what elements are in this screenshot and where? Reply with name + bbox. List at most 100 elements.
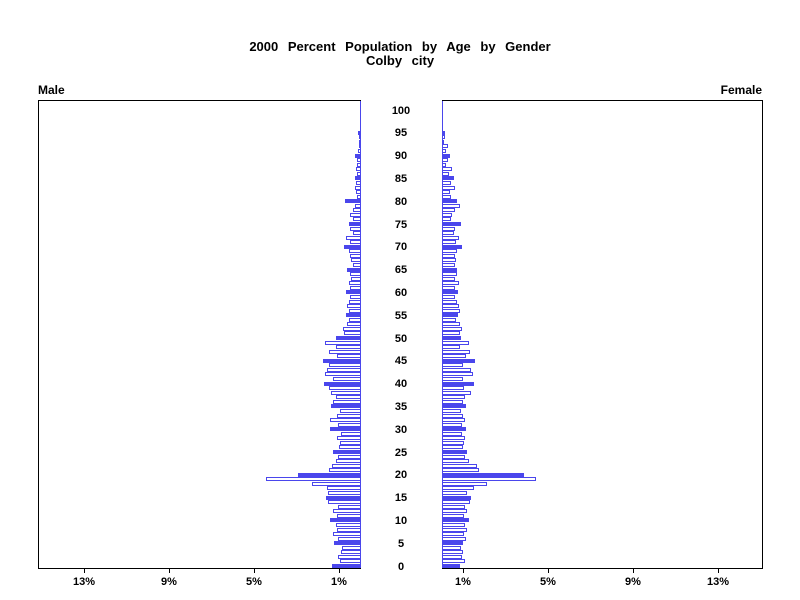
male-percent-tick-label-5: 5% <box>246 576 262 588</box>
female-bar-age-64 <box>442 272 457 276</box>
female-bar-age-80 <box>442 199 457 203</box>
male-bar-age-33 <box>337 414 361 418</box>
male-bar-age-79 <box>355 204 361 208</box>
female-bar-age-50 <box>442 336 461 340</box>
female-bar-age-49 <box>442 341 469 345</box>
female-bar-age-36 <box>442 400 463 404</box>
female-bar-age-86 <box>442 172 449 176</box>
female-bar-age-23 <box>442 459 469 463</box>
female-bar-age-65 <box>442 268 457 272</box>
male-bar-age-86 <box>357 172 361 176</box>
female-bar-age-35 <box>442 404 466 408</box>
female-bar-age-5 <box>442 541 463 545</box>
age-tick-label-80: 80 <box>394 195 408 208</box>
male-bar-age-50 <box>336 336 361 340</box>
age-tick-label-20: 20 <box>394 469 408 482</box>
female-bar-age-24 <box>442 455 465 459</box>
female-bar-age-70 <box>442 245 462 249</box>
male-bar-age-94 <box>359 135 361 139</box>
male-bar-age-42 <box>325 372 361 376</box>
male-bar-age-58 <box>349 300 361 304</box>
female-bar-age-78 <box>442 208 455 212</box>
female-bar-age-25 <box>442 450 467 454</box>
female-bar-age-20 <box>442 473 524 477</box>
female-percent-tick-label-9: 9% <box>625 576 641 588</box>
age-tick-label-90: 90 <box>394 150 408 163</box>
male-bar-age-68 <box>350 254 361 258</box>
male-bar-age-8 <box>337 528 361 532</box>
female-bar-age-29 <box>442 432 462 436</box>
female-bar-age-74 <box>442 227 455 231</box>
male-bar-age-13 <box>338 505 361 509</box>
female-bar-age-68 <box>442 254 455 258</box>
female-percent-tick-1 <box>463 568 464 573</box>
female-bar-age-27 <box>442 441 464 445</box>
age-tick-label-30: 30 <box>394 423 408 436</box>
male-bar-age-100 <box>360 108 361 112</box>
male-bar-age-93 <box>359 140 361 144</box>
female-bar-age-56 <box>442 309 460 313</box>
male-bar-age-25 <box>333 450 361 454</box>
male-bar-age-57 <box>347 304 361 308</box>
male-bar-age-15 <box>326 496 361 500</box>
male-bar-age-39 <box>329 386 361 390</box>
male-bar-age-22 <box>332 464 361 468</box>
female-percent-tick-label-5: 5% <box>540 576 556 588</box>
male-bar-age-55 <box>346 313 361 317</box>
male-bar-age-87 <box>356 167 361 171</box>
age-tick-label-95: 95 <box>394 127 408 140</box>
age-tick-label-45: 45 <box>394 355 408 368</box>
male-bar-age-60 <box>346 290 361 294</box>
female-bar-age-93 <box>442 140 444 144</box>
male-bar-age-45 <box>323 359 361 363</box>
male-bar-age-95 <box>358 131 361 135</box>
female-bar-age-60 <box>442 290 458 294</box>
male-bar-age-51 <box>344 331 361 335</box>
male-bar-age-83 <box>355 186 361 190</box>
female-bar-age-16 <box>442 491 467 495</box>
chart-title-line2: Colby city <box>365 53 435 68</box>
male-bar-age-11 <box>337 514 361 518</box>
female-bar-age-79 <box>442 204 460 208</box>
male-bar-age-91 <box>358 149 361 153</box>
male-percent-tick-5 <box>254 568 255 573</box>
male-bar-age-76 <box>353 217 361 221</box>
age-tick-label-55: 55 <box>394 309 408 322</box>
male-bar-age-80 <box>345 199 361 203</box>
female-bar-age-10 <box>442 518 469 522</box>
age-tick-label-15: 15 <box>394 492 408 505</box>
female-bar-age-12 <box>442 509 467 513</box>
age-tick-label-70: 70 <box>394 241 408 254</box>
male-bar-age-29 <box>341 432 361 436</box>
male-bar-age-88 <box>357 163 361 167</box>
male-bar-age-36 <box>333 400 361 404</box>
female-bar-age-81 <box>442 195 451 199</box>
female-bar-age-90 <box>442 154 450 158</box>
female-bar-age-43 <box>442 368 471 372</box>
female-bar-age-88 <box>442 163 446 167</box>
female-bar-age-95 <box>442 131 445 135</box>
male-bar-age-17 <box>327 486 361 490</box>
male-bar-age-89 <box>357 158 361 162</box>
female-bar-age-9 <box>442 523 465 527</box>
female-bar-age-19 <box>442 477 536 481</box>
male-bar-age-74 <box>350 227 361 231</box>
male-bar-age-82 <box>356 190 361 194</box>
female-bar-age-11 <box>442 514 464 518</box>
age-tick-label-5: 5 <box>397 537 405 550</box>
age-tick-label-25: 25 <box>394 446 408 459</box>
male-bar-age-12 <box>333 509 361 513</box>
female-bar-age-55 <box>442 313 458 317</box>
male-bar-age-62 <box>349 281 361 285</box>
male-bar-age-10 <box>330 518 361 522</box>
male-bar-age-77 <box>350 213 361 217</box>
female-bar-age-39 <box>442 386 464 390</box>
male-bar-age-2 <box>338 555 361 559</box>
male-axis-label: Male <box>38 83 65 97</box>
female-bar-age-83 <box>442 186 455 190</box>
male-bar-age-23 <box>336 459 361 463</box>
male-bar-age-4 <box>342 546 361 550</box>
female-bar-age-26 <box>442 445 463 449</box>
female-bar-age-41 <box>442 377 463 381</box>
female-bar-age-92 <box>442 144 448 148</box>
